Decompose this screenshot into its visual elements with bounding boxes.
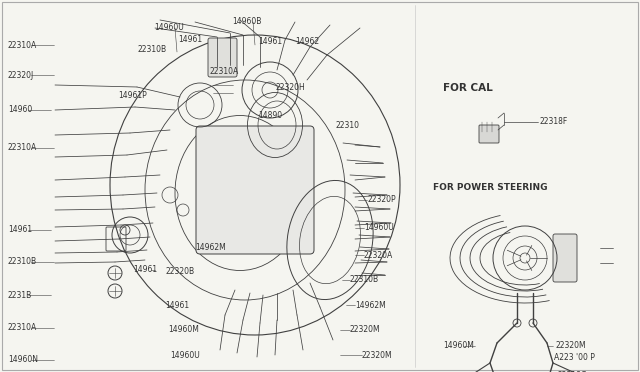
Text: 14961P: 14961P <box>118 90 147 99</box>
Text: 14961: 14961 <box>8 225 32 234</box>
Text: 14960U: 14960U <box>170 350 200 359</box>
Text: 22320B: 22320B <box>165 267 194 276</box>
Text: 22310B: 22310B <box>350 276 379 285</box>
Text: FOR CAL: FOR CAL <box>443 83 493 93</box>
FancyBboxPatch shape <box>208 38 237 77</box>
FancyBboxPatch shape <box>553 234 577 282</box>
Text: 22310: 22310 <box>335 121 359 129</box>
Text: 14960M: 14960M <box>443 341 474 350</box>
Text: 22310A: 22310A <box>8 324 37 333</box>
Text: 14961: 14961 <box>165 301 189 310</box>
Text: 14962M: 14962M <box>195 244 226 253</box>
Text: 14960N: 14960N <box>8 356 38 365</box>
Text: 14890: 14890 <box>258 110 282 119</box>
Text: 22320J: 22320J <box>8 71 35 80</box>
Text: 14962: 14962 <box>295 38 319 46</box>
Text: 14960B: 14960B <box>232 17 261 26</box>
FancyBboxPatch shape <box>479 125 499 143</box>
Text: 22320M: 22320M <box>350 326 381 334</box>
Text: 22320A: 22320A <box>364 250 393 260</box>
Text: 22310B: 22310B <box>138 45 167 55</box>
Text: 14960U: 14960U <box>364 224 394 232</box>
Text: 14962M: 14962M <box>355 301 386 310</box>
Text: 14960: 14960 <box>8 106 32 115</box>
Text: 22310A: 22310A <box>210 67 239 77</box>
Text: 22320M: 22320M <box>362 350 392 359</box>
Text: 22310B: 22310B <box>8 257 37 266</box>
Text: 14960M: 14960M <box>168 326 199 334</box>
FancyBboxPatch shape <box>196 126 314 254</box>
Text: 22310A: 22310A <box>8 41 37 49</box>
Text: 2231B: 2231B <box>8 291 32 299</box>
Text: 14960U: 14960U <box>154 23 184 32</box>
Text: 22310A: 22310A <box>8 144 37 153</box>
Text: FOR POWER STEERING: FOR POWER STEERING <box>433 183 547 192</box>
Text: 22320H: 22320H <box>275 83 305 93</box>
Text: 22318F: 22318F <box>540 118 568 126</box>
Text: 22320M: 22320M <box>555 341 586 350</box>
Text: 22320P: 22320P <box>367 196 396 205</box>
Text: 14961: 14961 <box>258 38 282 46</box>
Text: A223 '00 P: A223 '00 P <box>554 353 595 362</box>
Text: 14961: 14961 <box>178 35 202 45</box>
Text: 14961: 14961 <box>133 266 157 275</box>
